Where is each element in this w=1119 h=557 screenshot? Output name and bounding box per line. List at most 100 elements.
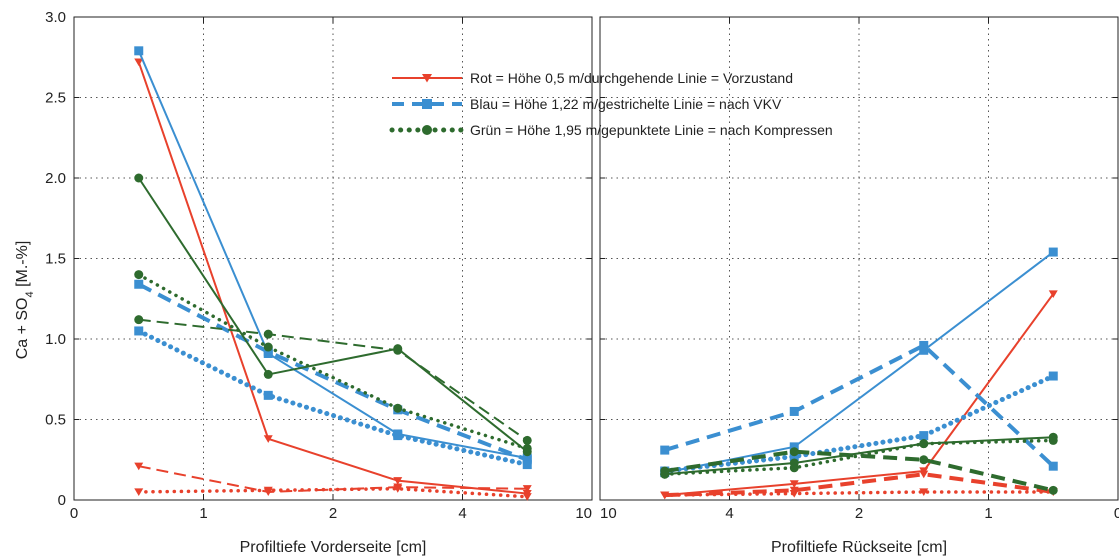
grid [74, 17, 1118, 500]
data-point-square [1048, 247, 1058, 257]
y-tick-label: 1.5 [45, 251, 66, 268]
x-tick-label: 1 [984, 505, 992, 522]
y-tick-label: 2.5 [45, 90, 66, 107]
x-axis-label: Profiltiefe Rückseite [cm] [771, 539, 947, 556]
series-green-dashed [134, 315, 532, 445]
series-line [138, 465, 528, 493]
data-point-square [919, 340, 929, 350]
data-point-square [134, 46, 144, 56]
series-blue-dotted [134, 326, 532, 470]
series-line [136, 328, 530, 468]
data-point-circle [263, 369, 273, 379]
data-point-circle [393, 403, 403, 413]
x-tick-label: 10 [575, 505, 592, 522]
data-point-square [263, 347, 273, 357]
y-axis-label-subscript: 4 [24, 291, 36, 297]
legend-label: Grün = Höhe 1,95 m/gepunktete Linie = na… [470, 122, 833, 138]
data-point-square [789, 452, 799, 462]
data-point-triangle [660, 491, 670, 500]
data-point-square [522, 460, 532, 470]
y-tick-label: 0 [58, 492, 66, 509]
data-point-circle [789, 463, 799, 473]
y-tick-label: 0.5 [45, 412, 66, 429]
data-point-square [422, 99, 432, 109]
series-line [137, 272, 529, 451]
series-red-dotted [134, 485, 532, 501]
series-blue-dashed [660, 340, 1058, 471]
data-point-circle [263, 342, 273, 352]
data-point-square [789, 442, 799, 452]
data-point-triangle [522, 485, 532, 493]
data-point-square [789, 406, 799, 416]
data-point-square [660, 445, 670, 455]
data-point-triangle [919, 470, 929, 479]
x-tick-label: 0 [70, 505, 78, 522]
series-line [137, 177, 528, 453]
series-line [137, 282, 528, 462]
data-point-square [919, 345, 929, 355]
data-point-triangle [393, 477, 403, 485]
data-point-square [919, 431, 929, 441]
series-red-solid [660, 290, 1058, 500]
x-tick-label: 4 [725, 505, 733, 522]
data-point-circle [1048, 485, 1058, 495]
data-point-square [134, 326, 144, 336]
data-point-triangle [263, 435, 273, 443]
data-point-triangle [263, 486, 273, 495]
data-point-circle [789, 447, 799, 457]
legend: Rot = Höhe 0,5 m/durchgehende Linie = Vo… [389, 70, 833, 138]
x-tick-label: 0 [1114, 505, 1119, 522]
series-line [663, 490, 1055, 497]
data-point-square [263, 390, 273, 400]
series-line [664, 293, 1055, 497]
series-layer [134, 46, 1058, 501]
legend-label: Rot = Höhe 0,5 m/durchgehende Linie = Vo… [470, 70, 793, 86]
series-line [138, 318, 528, 442]
x-tick-label: 10 [600, 505, 617, 522]
y-tick-label: 3.0 [45, 9, 66, 26]
data-point-circle [393, 345, 403, 355]
data-point-triangle [134, 58, 144, 67]
data-point-square [1048, 371, 1058, 381]
data-point-circle [919, 439, 929, 449]
series-line [664, 251, 1054, 474]
data-point-triangle [134, 488, 144, 496]
x-tick-label: 4 [458, 505, 466, 522]
y-tick-label: 2.0 [45, 170, 66, 187]
data-point-triangle [422, 74, 432, 83]
x-axis-label: Profiltiefe Vorderseite [cm] [240, 539, 427, 556]
data-point-triangle [919, 488, 929, 496]
data-point-circle [263, 329, 273, 339]
data-point-circle [134, 173, 144, 183]
series-line [664, 343, 1055, 468]
data-point-triangle [789, 489, 799, 498]
y-axis-label: Ca + SO4 [M.-%] [14, 241, 36, 360]
data-point-circle [522, 435, 532, 445]
x-tick-label: 2 [855, 505, 863, 522]
y-axis-label-unit: [M.-%] [14, 241, 31, 292]
series-green-dashed [660, 447, 1058, 495]
series-line [137, 50, 528, 460]
x-tick-label: 2 [329, 505, 337, 522]
data-point-triangle [522, 493, 532, 501]
data-point-square [522, 455, 532, 465]
series-blue-dotted [660, 371, 1058, 476]
data-point-circle [422, 125, 432, 135]
series-green-dotted [660, 435, 1058, 479]
data-point-square [393, 431, 403, 441]
series-line [137, 486, 529, 499]
data-point-triangle [393, 485, 403, 493]
data-point-circle [134, 270, 144, 280]
series-green-dotted [134, 270, 532, 453]
data-point-circle [134, 315, 144, 325]
data-point-triangle [1048, 290, 1058, 298]
legend-label: Blau = Höhe 1,22 m/gestrichelte Linie = … [470, 96, 782, 112]
y-tick-label: 1.0 [45, 331, 66, 348]
data-point-triangle [134, 462, 144, 471]
data-point-circle [919, 455, 929, 465]
y-axis-label-main: Ca + SO [14, 297, 31, 359]
data-point-triangle [789, 480, 799, 488]
legend-entry-red: Rot = Höhe 0,5 m/durchgehende Linie = Vo… [392, 70, 793, 86]
